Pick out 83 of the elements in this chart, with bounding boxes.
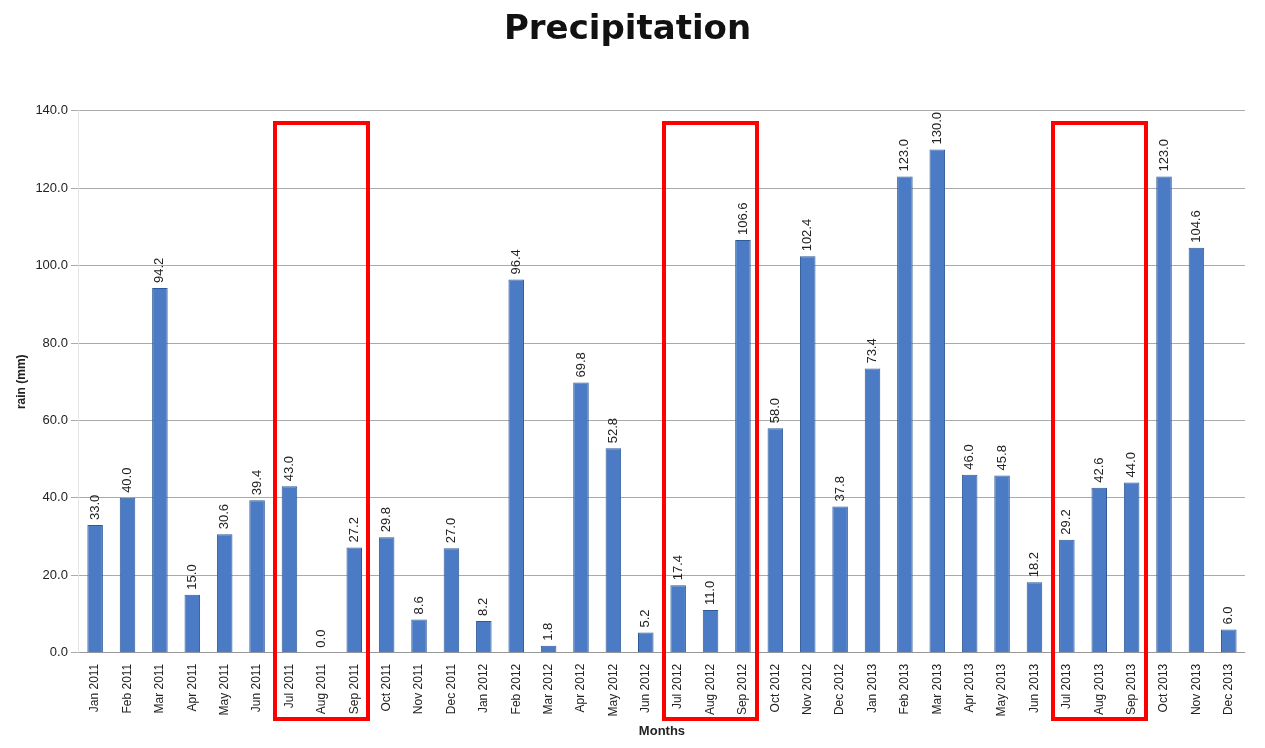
data-label: 1.8 xyxy=(540,622,556,641)
x-tick-label: Nov 2013 xyxy=(1188,663,1203,716)
data-label: 104.6 xyxy=(1187,210,1203,243)
data-label: 27.0 xyxy=(443,517,458,544)
x-tick-label: Dec 2012 xyxy=(832,663,847,716)
data-label: 30.6 xyxy=(216,503,232,530)
x-tick-label: Feb 2012 xyxy=(508,663,523,715)
x-tick-label: Aug 2011 xyxy=(314,663,329,715)
x-tick-label: Apr 2013 xyxy=(961,663,976,713)
y-tick-label: 80.0 xyxy=(42,334,68,350)
data-label: 15.0 xyxy=(183,564,199,590)
data-label: 130.0 xyxy=(928,111,944,145)
x-tick-label: Apr 2011 xyxy=(184,663,199,712)
x-tick-label: Mar 2012 xyxy=(540,663,555,715)
data-label: 44.0 xyxy=(1123,452,1139,478)
y-tick-label: 20.0 xyxy=(42,566,68,582)
y-tick-label: 100.0 xyxy=(35,257,68,273)
x-tick-label: Jan 2012 xyxy=(476,663,491,714)
x-tick-label: Feb 2013 xyxy=(897,663,912,715)
x-tick-label: Feb 2011 xyxy=(119,663,134,714)
x-tick-label: Jan 2011 xyxy=(87,663,102,713)
data-label: 106.6 xyxy=(734,202,750,236)
data-label: 73.4 xyxy=(864,338,880,364)
x-tick-label: Dec 2011 xyxy=(443,663,458,715)
x-tick-label: Jun 2012 xyxy=(638,663,653,714)
x-tick-label: Jul 2011 xyxy=(281,663,296,709)
x-tick-label: Nov 2012 xyxy=(800,663,815,716)
x-tick-label: Nov 2011 xyxy=(411,663,426,715)
x-tick-label: Apr 2012 xyxy=(573,663,588,713)
x-tick-label: Jun 2011 xyxy=(249,663,264,713)
y-axis-title: rain (mm) xyxy=(13,354,28,410)
x-tick-label: Jan 2013 xyxy=(864,663,879,714)
x-tick-label: May 2013 xyxy=(994,663,1009,717)
x-tick-label: Jun 2013 xyxy=(1026,663,1041,714)
data-label: 52.8 xyxy=(604,418,620,444)
y-tick-label: 120.0 xyxy=(35,179,68,195)
x-tick-label: May 2011 xyxy=(217,663,231,716)
data-label: 40.0 xyxy=(119,467,135,493)
data-label: 17.4 xyxy=(669,555,685,581)
x-tick-label: Aug 2012 xyxy=(702,663,717,716)
data-label: 8.2 xyxy=(475,597,491,616)
y-tick-label: 0.0 xyxy=(49,644,68,660)
data-label: 8.6 xyxy=(410,596,426,615)
data-label: 123.0 xyxy=(1155,139,1171,172)
data-label: 43.0 xyxy=(281,455,297,482)
x-tick-label: Sep 2011 xyxy=(346,663,361,715)
data-label: 6.0 xyxy=(1220,606,1236,625)
y-tick-label: 60.0 xyxy=(42,412,68,428)
x-tick-label: Oct 2011 xyxy=(378,663,393,712)
data-label: 18.2 xyxy=(1026,551,1042,578)
data-label: 29.2 xyxy=(1058,509,1074,535)
y-tick-label: 40.0 xyxy=(42,489,68,505)
data-label: 42.6 xyxy=(1090,457,1106,483)
data-label: 45.8 xyxy=(993,445,1009,471)
x-tick-label: May 2012 xyxy=(605,663,620,717)
data-label: 5.2 xyxy=(637,609,653,628)
data-label: 58.0 xyxy=(766,397,782,424)
data-label: 39.4 xyxy=(248,469,264,496)
x-tick-label: Oct 2013 xyxy=(1156,663,1171,713)
data-label: 29.8 xyxy=(378,507,394,533)
x-tick-label: Dec 2013 xyxy=(1221,663,1236,716)
data-label: 46.0 xyxy=(961,444,977,470)
y-tick-label: 140.0 xyxy=(35,102,68,118)
data-label: 33.0 xyxy=(86,494,102,520)
x-tick-label: Sep 2013 xyxy=(1123,663,1138,716)
data-label: 96.4 xyxy=(507,249,523,275)
data-label: 27.2 xyxy=(345,517,361,543)
data-label: 102.4 xyxy=(799,218,815,252)
x-tick-label: Mar 2011 xyxy=(152,663,167,714)
x-tick-label: Mar 2013 xyxy=(929,663,944,715)
x-tick-label: Sep 2012 xyxy=(735,663,750,716)
x-tick-label: Aug 2013 xyxy=(1091,663,1106,716)
x-tick-label: Jul 2012 xyxy=(670,663,685,710)
data-label: 37.8 xyxy=(831,476,847,502)
x-axis-title: Months xyxy=(638,722,686,738)
data-label: 0.0 xyxy=(313,629,329,648)
x-tick-label: Oct 2012 xyxy=(767,663,782,713)
chart-title: Precipitation xyxy=(503,7,752,48)
data-label: 94.2 xyxy=(151,257,167,284)
data-label: 69.8 xyxy=(572,352,588,378)
x-tick-label: Jul 2013 xyxy=(1059,663,1074,710)
data-label: 123.0 xyxy=(896,139,912,172)
data-label: 11.0 xyxy=(702,580,718,606)
